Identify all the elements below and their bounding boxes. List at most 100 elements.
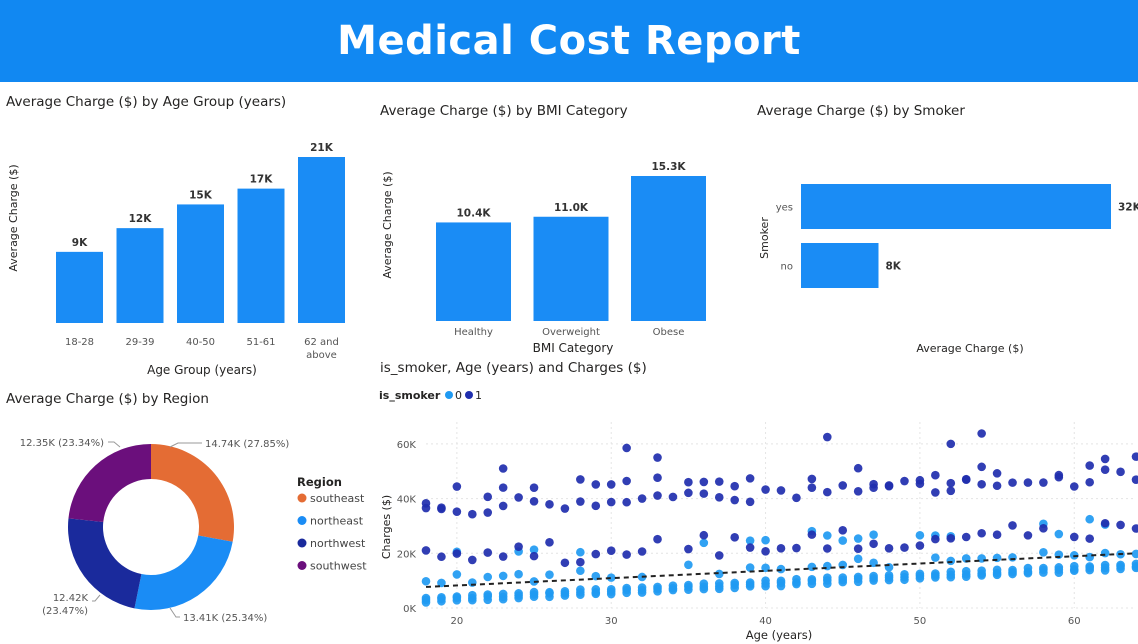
smoker-age-scatter-chart[interactable]: is_smoker 0 1 0K 20K 40K 60K 20 30 40 50 60 Char… (372, 382, 1138, 644)
point-smoker (653, 491, 662, 500)
bmi-category-chart[interactable]: 10.4K Healthy 11.0K Overweight 15.3K Obese Av… (372, 125, 732, 360)
point-nonsmoker (576, 547, 585, 557)
point-nonsmoker (853, 554, 863, 564)
point-smoker (1039, 478, 1048, 487)
tick-age-0: 18-28 (65, 337, 94, 348)
point-smoker (900, 543, 909, 552)
point-nonsmoker (823, 531, 832, 540)
slice-northeast (134, 535, 233, 610)
point-smoker (653, 453, 662, 462)
point-nonsmoker (498, 571, 508, 581)
point-nonsmoker (514, 569, 523, 579)
data-label-age-4: 21K (310, 142, 334, 154)
slice-label-southwest: 12.35K (23.34%) (20, 438, 104, 449)
bar-age-3 (237, 188, 285, 323)
point-smoker (853, 544, 863, 553)
point-smoker (761, 485, 770, 494)
xtick-0: 20 (451, 616, 464, 627)
data-label-age-1: 12K (129, 213, 153, 225)
point-smoker (529, 497, 539, 506)
point-nonsmoker (653, 582, 662, 592)
point-smoker (714, 493, 724, 502)
region-donut-chart[interactable]: 14.74K (27.85%) 13.41K (25.34%) 12.42K (23.… (0, 420, 375, 644)
smoker-chart[interactable]: 32K yes 8K no Smoker Average Charge ($) (750, 160, 1138, 360)
point-smoker (421, 499, 431, 508)
point-smoker (992, 469, 1002, 478)
bmi-chart-title: Average Charge ($) by BMI Category (380, 103, 628, 119)
scatter-xlabel: Age (years) (746, 628, 813, 642)
point-nonsmoker (946, 567, 956, 577)
point-nonsmoker (1023, 563, 1033, 573)
point-smoker (946, 439, 956, 449)
point-smoker (838, 481, 848, 490)
point-smoker (560, 504, 570, 513)
leader-line-northwest (92, 594, 101, 602)
point-smoker (606, 546, 616, 556)
ytick-3: 60K (397, 440, 417, 451)
slice-label-southeast: 14.74K (27.85%) (205, 439, 289, 450)
point-nonsmoker (668, 581, 678, 590)
legend-marker-northeast (297, 516, 307, 525)
point-smoker (931, 488, 940, 497)
point-smoker (653, 534, 662, 544)
point-smoker (776, 544, 786, 553)
point-smoker (823, 544, 832, 553)
age-chart-xlabel: Age Group (years) (147, 363, 257, 377)
point-smoker (684, 477, 693, 487)
point-smoker (1008, 478, 1017, 487)
data-label-bmi-0: 10.4K (456, 207, 491, 219)
point-smoker (776, 486, 786, 495)
point-smoker (1100, 518, 1110, 528)
point-nonsmoker (823, 561, 832, 571)
xtick-2: 40 (759, 616, 772, 627)
point-nonsmoker (1085, 514, 1094, 524)
point-smoker (730, 481, 739, 491)
point-smoker (807, 474, 817, 484)
point-smoker (1131, 524, 1138, 533)
point-smoker (560, 558, 570, 568)
point-nonsmoker (1085, 562, 1094, 571)
point-nonsmoker (1054, 563, 1064, 572)
xtick-3: 50 (914, 616, 927, 627)
point-smoker (606, 497, 616, 507)
legend-label-northeast: northeast (310, 515, 364, 528)
point-smoker (1085, 534, 1094, 543)
point-nonsmoker (606, 573, 616, 582)
point-nonsmoker (684, 580, 693, 590)
point-smoker (992, 481, 1002, 491)
point-smoker (931, 534, 940, 544)
bar-smoker-yes (801, 184, 1111, 229)
bar-bmi-1 (533, 216, 609, 321)
point-smoker (1069, 532, 1079, 542)
point-smoker (761, 546, 770, 556)
point-smoker (529, 483, 539, 492)
point-nonsmoker (853, 572, 863, 582)
point-nonsmoker (869, 571, 878, 581)
point-nonsmoker (1069, 561, 1079, 571)
point-nonsmoker (807, 562, 817, 572)
point-smoker (977, 528, 986, 538)
point-smoker (869, 479, 878, 489)
point-smoker (576, 557, 585, 567)
point-smoker (437, 552, 446, 562)
point-nonsmoker (1085, 552, 1094, 562)
point-smoker (1054, 470, 1064, 480)
point-nonsmoker (714, 579, 724, 588)
point-smoker (792, 493, 801, 503)
age-group-chart[interactable]: 9K 18-28 12K 29-39 15K 40-50 17K 51-61 21K 62 and… (0, 118, 360, 380)
point-smoker (992, 530, 1002, 539)
point-smoker (529, 551, 539, 561)
legend-label-0: 0 (455, 389, 462, 402)
bar-bmi-0 (436, 222, 511, 321)
age-chart-ylabel: Average Charge ($) (7, 164, 20, 271)
point-smoker (498, 464, 508, 473)
point-nonsmoker (838, 536, 848, 545)
point-smoker (653, 473, 662, 483)
point-smoker (483, 508, 493, 517)
point-smoker (730, 495, 739, 505)
point-smoker (699, 477, 709, 487)
point-smoker (1131, 452, 1138, 461)
bar-age-2 (177, 204, 224, 323)
bar-age-0 (56, 251, 103, 323)
point-nonsmoker (745, 563, 755, 572)
